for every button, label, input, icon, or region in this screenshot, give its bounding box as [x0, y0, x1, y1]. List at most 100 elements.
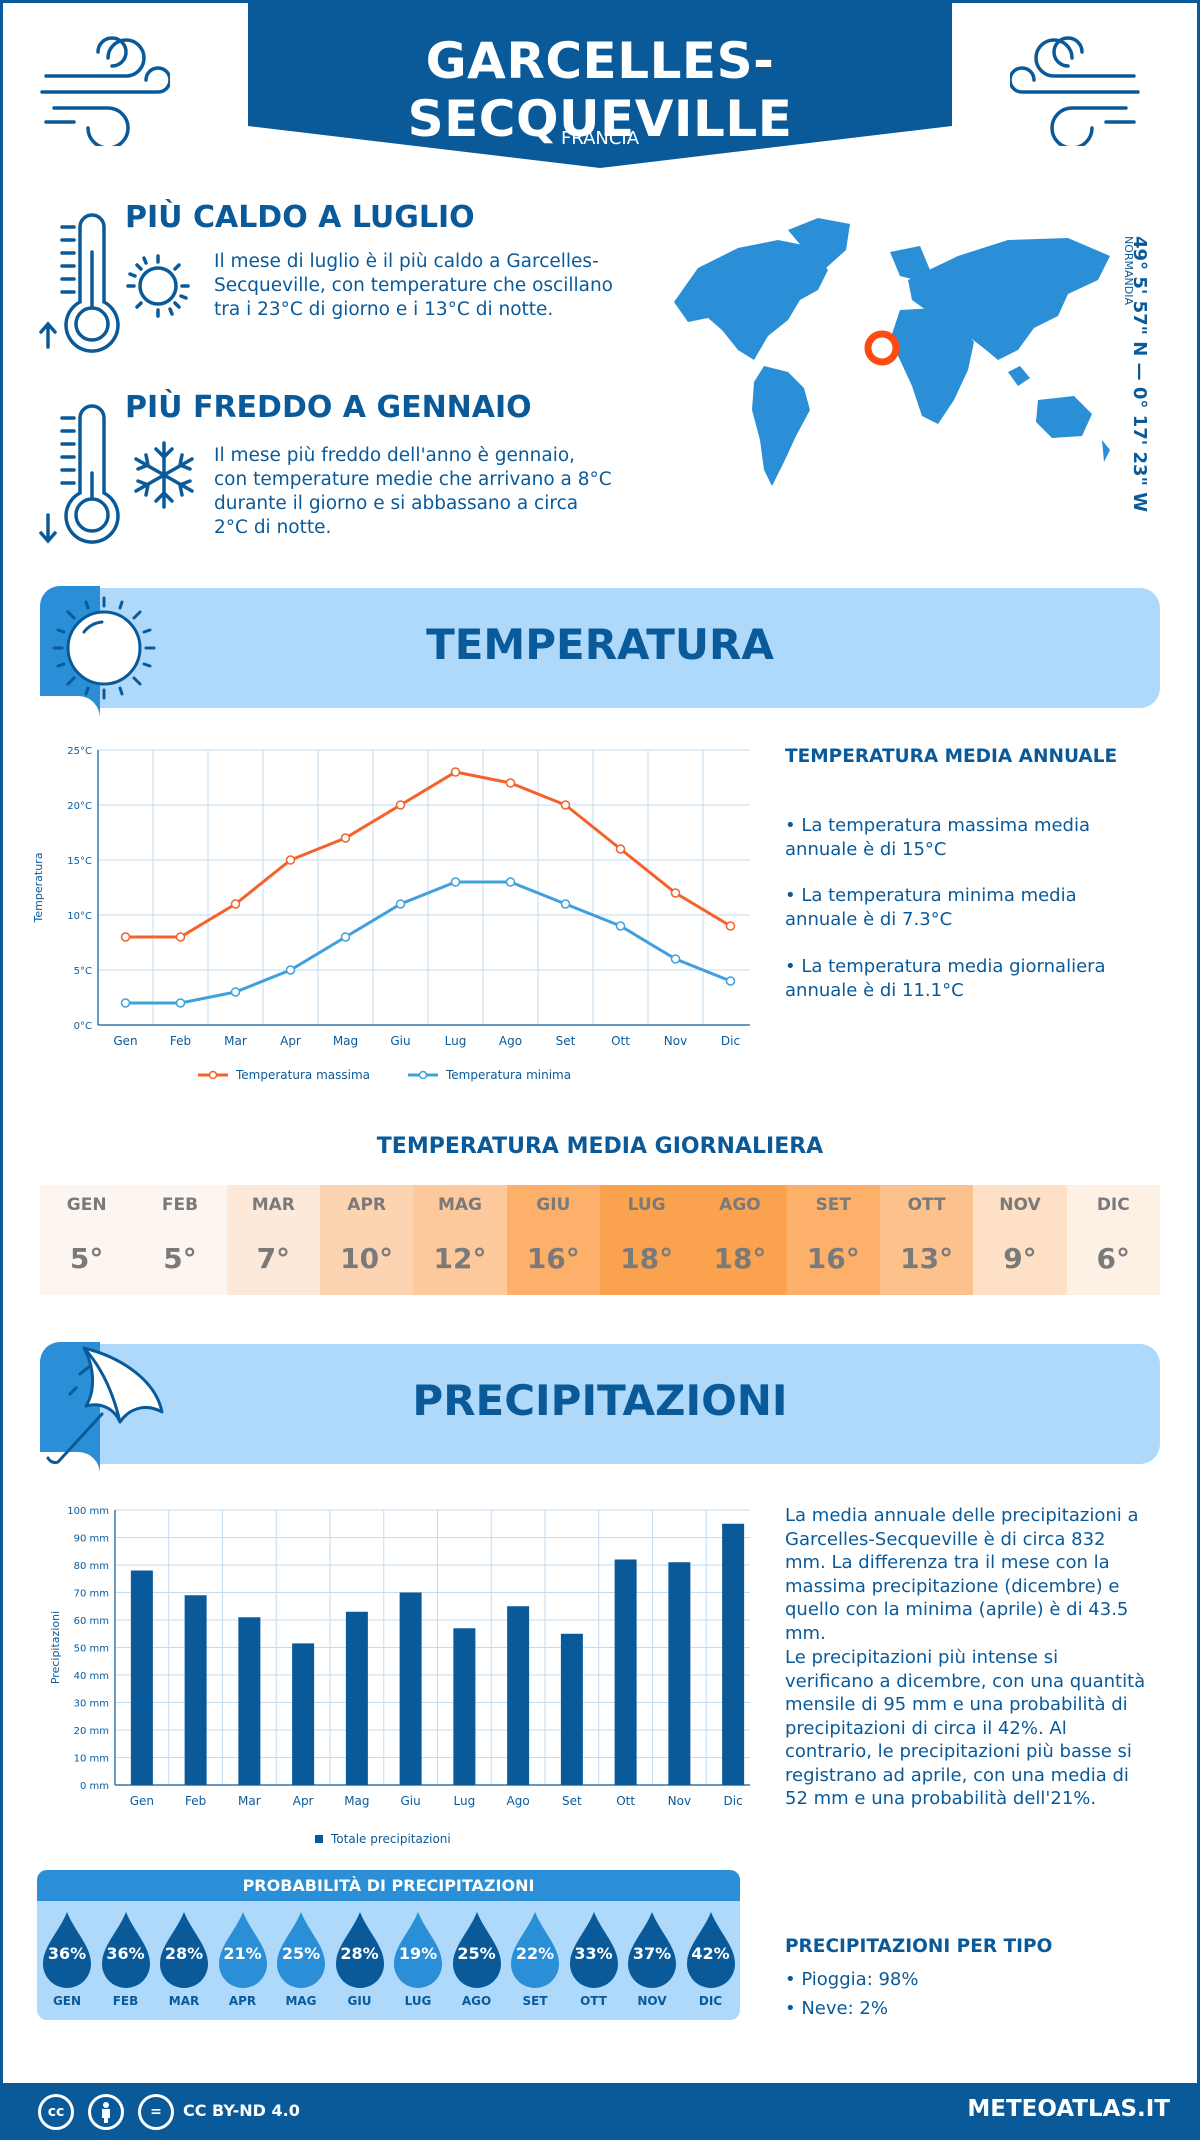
raindrop-icon [511, 1912, 559, 1988]
precipitation-bar [560, 1633, 583, 1785]
location-marker [864, 330, 900, 366]
x-tick-label: Lug [445, 1034, 467, 1048]
month-label: GIU [536, 1195, 571, 1215]
y-tick-label: 80 mm [74, 1561, 109, 1572]
y-tick-label: 5°C [74, 966, 92, 977]
probability-value: 25% [281, 1944, 321, 1963]
precipitation-bar [130, 1570, 153, 1785]
month-label: GEN [52, 1994, 82, 2008]
month-label: GEN [66, 1195, 107, 1215]
probability-drop: 25% AGO [451, 1910, 503, 2008]
data-point [615, 921, 626, 931]
hot-month-title: PIÙ CALDO A LUGLIO [125, 200, 475, 235]
temperature-value: 12° [433, 1242, 487, 1275]
month-label: MAR [251, 1195, 295, 1215]
month-label: MAR [168, 1994, 200, 2008]
probability-value: 36% [106, 1944, 145, 1963]
probability-drop: 33% OTT [568, 1910, 620, 2008]
month-label: GIU [347, 1994, 372, 2008]
data-point [285, 965, 296, 975]
data-point [120, 932, 131, 942]
legend-label: Temperatura massima [235, 1068, 370, 1082]
probability-value: 28% [340, 1944, 379, 1963]
probability-drop: 21% APR [217, 1910, 269, 2008]
data-point [670, 954, 681, 964]
raindrop-icon [160, 1912, 208, 1988]
probability-drop: 42% DIC [685, 1910, 737, 2008]
daily-temperature-cell: FEB 5° [133, 1185, 227, 1295]
x-tick-label: Giu [401, 1794, 421, 1808]
precipitation-bar [292, 1643, 315, 1785]
data-point [560, 899, 571, 909]
probability-drop: 37% NOV [626, 1910, 678, 2008]
month-label: OTT [580, 1994, 607, 2008]
cold-month-title: PIÙ FREDDO A GENNAIO [125, 390, 532, 425]
raindrop-icon [218, 1912, 267, 1988]
data-point [285, 855, 296, 865]
temperature-value: 18° [713, 1242, 767, 1275]
by-icon [88, 2094, 124, 2130]
month-label: LUG [627, 1195, 666, 1215]
y-tick-label: 10 mm [74, 1754, 109, 1765]
data-point [175, 998, 186, 1008]
data-point [230, 987, 241, 997]
precipitation-probability-box: PROBABILITÀ DI PRECIPITAZIONI 36% GEN 36% F… [37, 1870, 740, 2020]
raindrop-icon [628, 1912, 676, 1988]
temperature-value: 16° [526, 1242, 580, 1275]
snow-share: • Neve: 2% [785, 1998, 888, 2019]
daily-temperature-cell: LUG 18° [599, 1185, 694, 1295]
legend-marker [418, 1070, 428, 1080]
data-point [175, 932, 186, 942]
y-tick-label: 90 mm [74, 1534, 109, 1545]
raindrop-icon [686, 1912, 735, 1988]
precipitation-type-title: PRECIPITAZIONI PER TIPO [785, 1936, 1053, 1957]
daily-temperature-cell: GEN 5° [40, 1185, 134, 1295]
y-tick-label: 0°C [74, 1021, 92, 1032]
site-link[interactable]: METEOATLAS.IT [967, 2096, 1170, 2122]
x-tick-label: Gen [113, 1034, 137, 1048]
sun-icon [52, 596, 156, 700]
month-label: DIC [1096, 1195, 1130, 1215]
x-tick-label: Mar [238, 1794, 261, 1808]
y-axis-label: Precipitazioni [49, 1611, 62, 1684]
probability-drop: 36% FEB [100, 1910, 152, 2008]
y-tick-label: 20 mm [74, 1726, 109, 1737]
data-point [670, 888, 681, 898]
daily-temperature-cell: MAR 7° [226, 1185, 320, 1295]
probability-value: 37% [632, 1944, 672, 1963]
y-tick-label: 60 mm [74, 1616, 109, 1627]
probability-drop: 19% LUG [392, 1910, 444, 2008]
probability-drop: 25% MAG [275, 1910, 327, 2008]
data-point [505, 877, 516, 887]
x-tick-label: Mar [224, 1034, 247, 1048]
daily-temperature-cell: AGO 18° [693, 1185, 787, 1295]
y-tick-label: 25°C [67, 746, 92, 757]
x-tick-label: Giu [390, 1034, 410, 1048]
month-label: LUG [404, 1994, 432, 2008]
probability-value: 25% [457, 1944, 496, 1963]
rain-share: • Pioggia: 98% [785, 1969, 919, 1990]
x-tick-label: Ago [507, 1794, 530, 1808]
precipitation-heading: PRECIPITAZIONI [412, 1376, 788, 1425]
probability-drop: 28% GIU [334, 1910, 386, 2008]
x-tick-label: Dic [724, 1794, 743, 1808]
world-map [674, 218, 1110, 486]
month-label: MAG [285, 1994, 317, 2008]
temperature-value: 18° [620, 1242, 674, 1275]
temperature-value: 16° [806, 1242, 860, 1275]
raindrop-icon [43, 1912, 91, 1988]
daily-temperature-cell: SET 16° [786, 1185, 880, 1295]
probability-drop: 22% SET [509, 1910, 561, 2008]
temperature-value: 10° [340, 1242, 394, 1275]
month-label: APR [228, 1994, 257, 2008]
daily-temperature-title: TEMPERATURA MEDIA GIORNALIERA [376, 1134, 824, 1159]
month-label: AGO [719, 1195, 761, 1215]
daily-temperature-cell: GIU 16° [506, 1185, 600, 1295]
month-label: FEB [112, 1994, 139, 2008]
y-tick-label: 0 mm [80, 1781, 109, 1792]
raindrop-icon [569, 1912, 618, 1988]
temperature-bullet: • La temperatura massima media annuale è… [785, 815, 1091, 860]
footer: cc = CC BY-ND 4.0 METEOATLAS.IT [0, 2083, 1200, 2140]
y-tick-label: 20°C [67, 801, 92, 812]
precipitation-bar [614, 1559, 637, 1785]
